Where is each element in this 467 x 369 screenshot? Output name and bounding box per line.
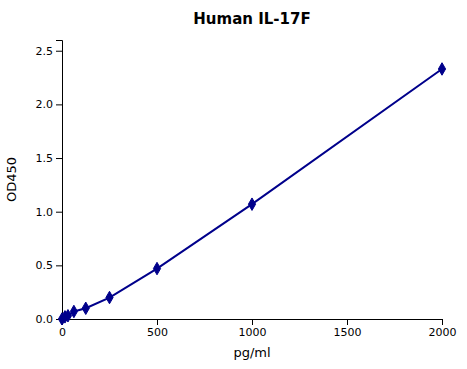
tick-mark (442, 319, 443, 325)
tick-mark (56, 212, 62, 213)
series (58, 63, 445, 325)
chart: 0 500 1000 1500 2000 0.0 0.5 1.0 1.5 2.0 2.5 Human … (0, 0, 467, 369)
tick-label: 1000 (239, 326, 267, 339)
tick-mark (347, 319, 348, 325)
point (438, 63, 445, 75)
tick-label: 500 (147, 326, 168, 339)
tick-label: 0 (59, 326, 66, 339)
tick: 0.5 (36, 259, 63, 272)
tick: 0.0 (36, 313, 63, 326)
tick: 1500 (334, 319, 362, 339)
point (82, 302, 89, 314)
tick: 1.0 (36, 206, 63, 219)
tick-mark (56, 51, 62, 52)
tick-mark (157, 319, 158, 325)
line (62, 69, 442, 319)
tick-label: 2.0 (36, 98, 54, 111)
tick: 2000 (429, 319, 457, 339)
tick: 1.5 (36, 152, 63, 165)
axis-line (63, 320, 443, 326)
tick-label: 1500 (334, 326, 362, 339)
point (153, 262, 160, 274)
tick-label: 1.5 (36, 152, 54, 165)
tick-mark (252, 319, 253, 325)
tick-label: 1.0 (36, 206, 54, 219)
point (248, 198, 255, 210)
point (70, 305, 77, 317)
tick-label: 0.5 (36, 259, 54, 272)
y-axis-title: OD450 (4, 157, 19, 202)
tick-label: 2.5 (36, 45, 54, 58)
tick-mark (56, 265, 62, 266)
tick: 2.0 (36, 98, 63, 111)
tick-label: 2000 (429, 326, 457, 339)
tick: 1000 (239, 319, 267, 339)
tick: 500 (147, 319, 168, 339)
plot: 0 500 1000 1500 2000 0.0 0.5 1.0 1.5 2.0 2.5 (36, 41, 457, 339)
tick-label: 0.0 (36, 313, 54, 326)
axis-line (56, 41, 63, 320)
point (106, 291, 113, 303)
tick-mark (56, 104, 62, 105)
tick: 2.5 (36, 45, 63, 58)
x-axis: 0 500 1000 1500 2000 (59, 319, 457, 339)
y-axis: 0.0 0.5 1.0 1.5 2.0 2.5 (36, 41, 63, 327)
tick-mark (56, 158, 62, 159)
x-axis-title: pg/ml (233, 345, 270, 360)
title: Human IL-17F (193, 10, 310, 28)
